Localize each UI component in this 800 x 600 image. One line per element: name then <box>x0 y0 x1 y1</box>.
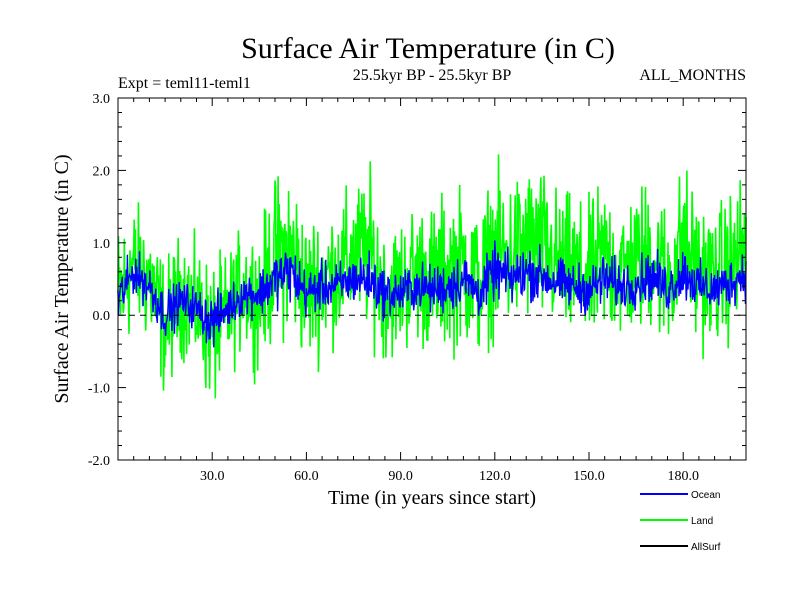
x-tick-label: 180.0 <box>667 469 699 484</box>
x-axis-label: Time (in years since start) <box>328 487 536 509</box>
legend-label-land: Land <box>691 516 713 527</box>
legend-label-allsurf: AllSurf <box>691 542 721 553</box>
x-tick-label: 150.0 <box>573 469 605 484</box>
legend-label-ocean: Ocean <box>691 490 720 501</box>
series-layer <box>117 154 747 399</box>
series-ocean-line <box>117 240 747 348</box>
subtitle-experiment: Expt = teml11-teml1 <box>118 75 251 92</box>
x-tick-label: 60.0 <box>294 469 319 484</box>
y-tick-label: 2.0 <box>93 164 111 179</box>
subtitle-months: ALL_MONTHS <box>639 67 746 84</box>
y-tick-label: 0.0 <box>93 309 111 324</box>
x-tick-label: 90.0 <box>388 469 413 484</box>
y-axis-label: Surface Air Temperature (in C) <box>51 154 73 403</box>
subtitle-period: 25.5kyr BP - 25.5kyr BP <box>353 67 512 84</box>
y-tick-label: 1.0 <box>93 237 111 252</box>
x-tick-label: 120.0 <box>479 469 511 484</box>
x-tick-label: 30.0 <box>200 469 225 484</box>
y-tick-label: 3.0 <box>93 92 111 107</box>
y-tick-label: -1.0 <box>88 382 110 397</box>
legend: Ocean Land AllSurf <box>640 490 721 553</box>
y-axis: -2.0 -1.0 0.0 1.0 2.0 3.0 <box>88 92 746 469</box>
chart-title: Surface Air Temperature (in C) <box>241 32 615 65</box>
x-axis: 30.0 60.0 90.0 120.0 150.0 180.0 <box>133 98 731 484</box>
y-tick-label: -2.0 <box>88 454 110 469</box>
